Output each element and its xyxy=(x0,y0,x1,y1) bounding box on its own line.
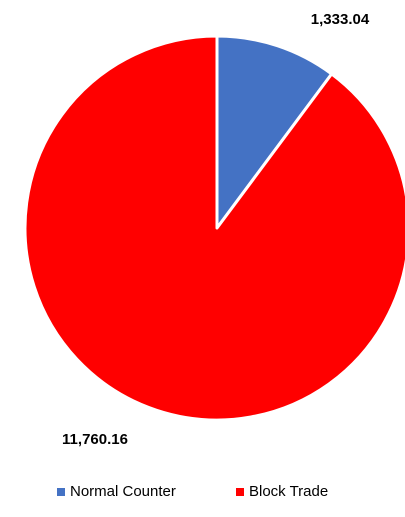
legend-swatch xyxy=(57,488,65,496)
data-label: 11,760.16 xyxy=(62,431,128,448)
legend-label: Block Trade xyxy=(249,483,328,500)
pie-slice xyxy=(215,34,334,230)
legend-swatch xyxy=(236,488,244,496)
data-label: 1,333.04 xyxy=(311,11,370,28)
pie-slice xyxy=(23,34,405,422)
legend-label: Normal Counter xyxy=(70,483,176,500)
